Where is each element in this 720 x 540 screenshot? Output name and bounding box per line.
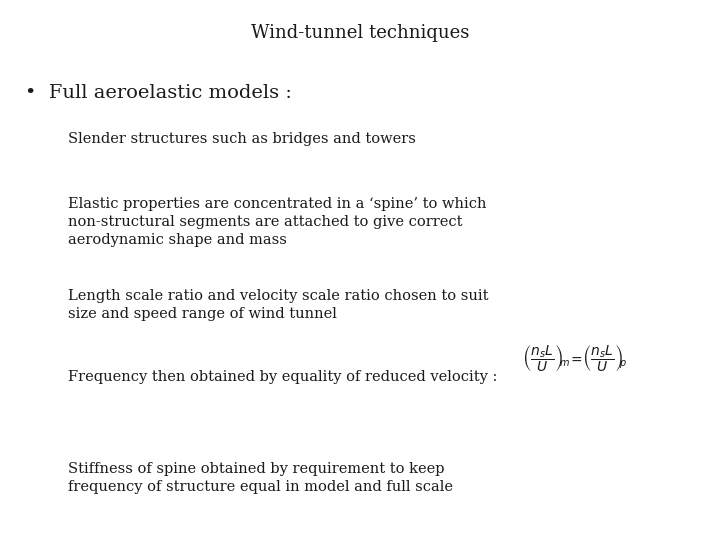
Text: •  Full aeroelastic models :: • Full aeroelastic models :: [25, 84, 292, 102]
Text: Wind-tunnel techniques: Wind-tunnel techniques: [251, 24, 469, 42]
Text: Stiffness of spine obtained by requirement to keep
frequency of structure equal : Stiffness of spine obtained by requireme…: [68, 462, 454, 494]
Text: Elastic properties are concentrated in a ‘spine’ to which
non-structural segment: Elastic properties are concentrated in a…: [68, 197, 487, 247]
Text: Frequency then obtained by equality of reduced velocity :: Frequency then obtained by equality of r…: [68, 370, 498, 384]
Text: Length scale ratio and velocity scale ratio chosen to suit
size and speed range : Length scale ratio and velocity scale ra…: [68, 289, 489, 321]
Text: $\left(\dfrac{n_s L}{U}\right)_{\!\!m}\!=\!\left(\dfrac{n_s L}{U}\right)_{\!\!p}: $\left(\dfrac{n_s L}{U}\right)_{\!\!m}\!…: [522, 343, 628, 374]
Text: Slender structures such as bridges and towers: Slender structures such as bridges and t…: [68, 132, 416, 146]
